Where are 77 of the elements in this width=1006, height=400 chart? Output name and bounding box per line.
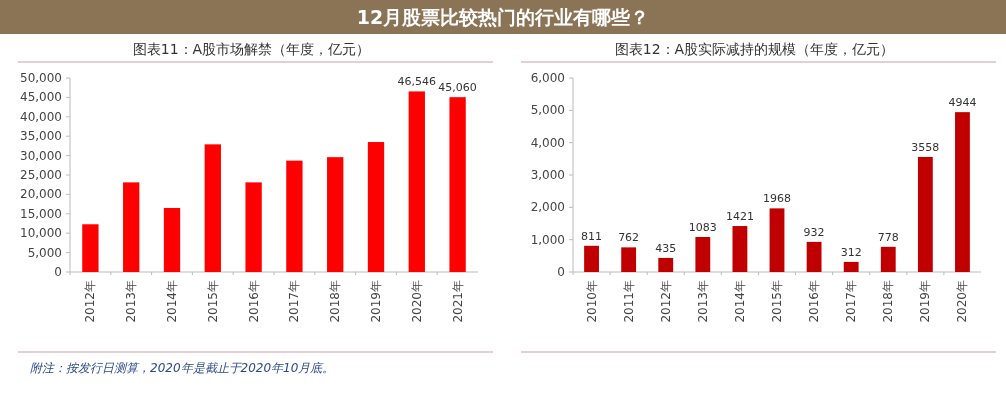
data-label: 45,060 [438, 81, 477, 95]
x-tick-label: 2013年 [124, 280, 139, 323]
x-tick-label: 2021年 [450, 280, 465, 323]
y-tick-label: 0 [557, 265, 565, 279]
x-tick-label: 2012年 [658, 280, 673, 323]
y-tick-label: 40,000 [20, 109, 62, 124]
y-tick-label: 20,000 [20, 187, 62, 202]
data-label: 1968 [763, 192, 791, 206]
bar [917, 156, 933, 272]
data-label: 312 [840, 245, 862, 259]
bar [955, 112, 970, 272]
bar [880, 246, 896, 272]
x-tick-label: 2014年 [165, 280, 179, 323]
bar [82, 224, 99, 272]
data-label: 932 [803, 225, 825, 239]
data-label: 1421 [725, 210, 754, 224]
y-tick-label: 4,000 [530, 135, 565, 150]
x-tick-label: 2016年 [246, 280, 261, 323]
data-label: 762 [618, 231, 640, 245]
y-tick-label: 0 [54, 265, 62, 279]
bar [327, 157, 344, 272]
bar [408, 91, 425, 272]
bar [695, 236, 711, 272]
y-tick-label: 15,000 [20, 206, 62, 221]
y-tick-label: 45,000 [20, 90, 62, 105]
y-tick-label: 1,000 [530, 232, 565, 247]
x-tick-label: 2013年 [695, 280, 710, 323]
x-tick-label: 2017年 [287, 280, 302, 323]
x-tick-label: 2015年 [770, 280, 784, 323]
x-tick-label: 2012年 [83, 280, 98, 323]
x-tick-label: 2018年 [881, 280, 896, 323]
bar [245, 182, 262, 272]
y-tick-label: 2,000 [530, 200, 565, 215]
y-tick-label: 50,000 [20, 71, 62, 85]
bar [732, 226, 748, 272]
y-tick-label: 5,000 [530, 103, 565, 118]
y-tick-label: 30,000 [20, 148, 62, 163]
x-tick-label: 2010年 [584, 280, 599, 323]
bar [584, 245, 599, 272]
text: 附注：按发行日测算，2020年是截止于2020年10月底。 [30, 361, 335, 375]
bar [286, 160, 303, 272]
x-tick-label: 2017年 [844, 280, 859, 323]
chart-title: 图表11：A股市场解禁（年度，亿元） [132, 41, 371, 57]
bar [621, 247, 637, 272]
data-label: 4944 [948, 96, 977, 110]
chart-title: 图表12：A股实际减持的规模（年度，亿元） [614, 41, 895, 57]
bar [843, 261, 859, 272]
bar [204, 144, 221, 272]
data-label: 435 [655, 241, 677, 255]
text: 12月股票比较热门的行业有哪些？ [356, 6, 650, 28]
bar [367, 142, 385, 272]
y-tick-label: 10,000 [20, 226, 62, 241]
x-tick-label: 2014年 [732, 280, 747, 323]
x-tick-label: 2019年 [369, 280, 383, 323]
y-tick-label: 3,000 [530, 168, 565, 182]
x-tick-label: 2015年 [205, 280, 220, 323]
x-tick-label: 2018年 [328, 280, 343, 323]
data-label: 778 [877, 230, 899, 244]
y-tick-label: 25,000 [20, 168, 62, 182]
x-tick-label: 2020年 [955, 280, 970, 323]
x-tick-label: 2020年 [409, 280, 424, 323]
bar [806, 241, 822, 272]
y-tick-label: 6,000 [530, 71, 565, 85]
bar [449, 97, 466, 272]
data-label: 3558 [911, 140, 940, 154]
bar [123, 182, 140, 272]
data-label: 811 [581, 229, 603, 243]
bar [769, 208, 785, 272]
y-tick-label: 5,000 [27, 245, 62, 260]
y-tick-label: 35,000 [20, 129, 62, 144]
x-tick-label: 2019年 [918, 280, 933, 323]
x-tick-label: 2011年 [621, 280, 636, 323]
bar [163, 207, 181, 272]
data-label: 1083 [688, 220, 717, 234]
data-label: 46,546 [397, 75, 437, 89]
x-tick-label: 2016年 [807, 280, 822, 323]
bar [658, 257, 674, 272]
